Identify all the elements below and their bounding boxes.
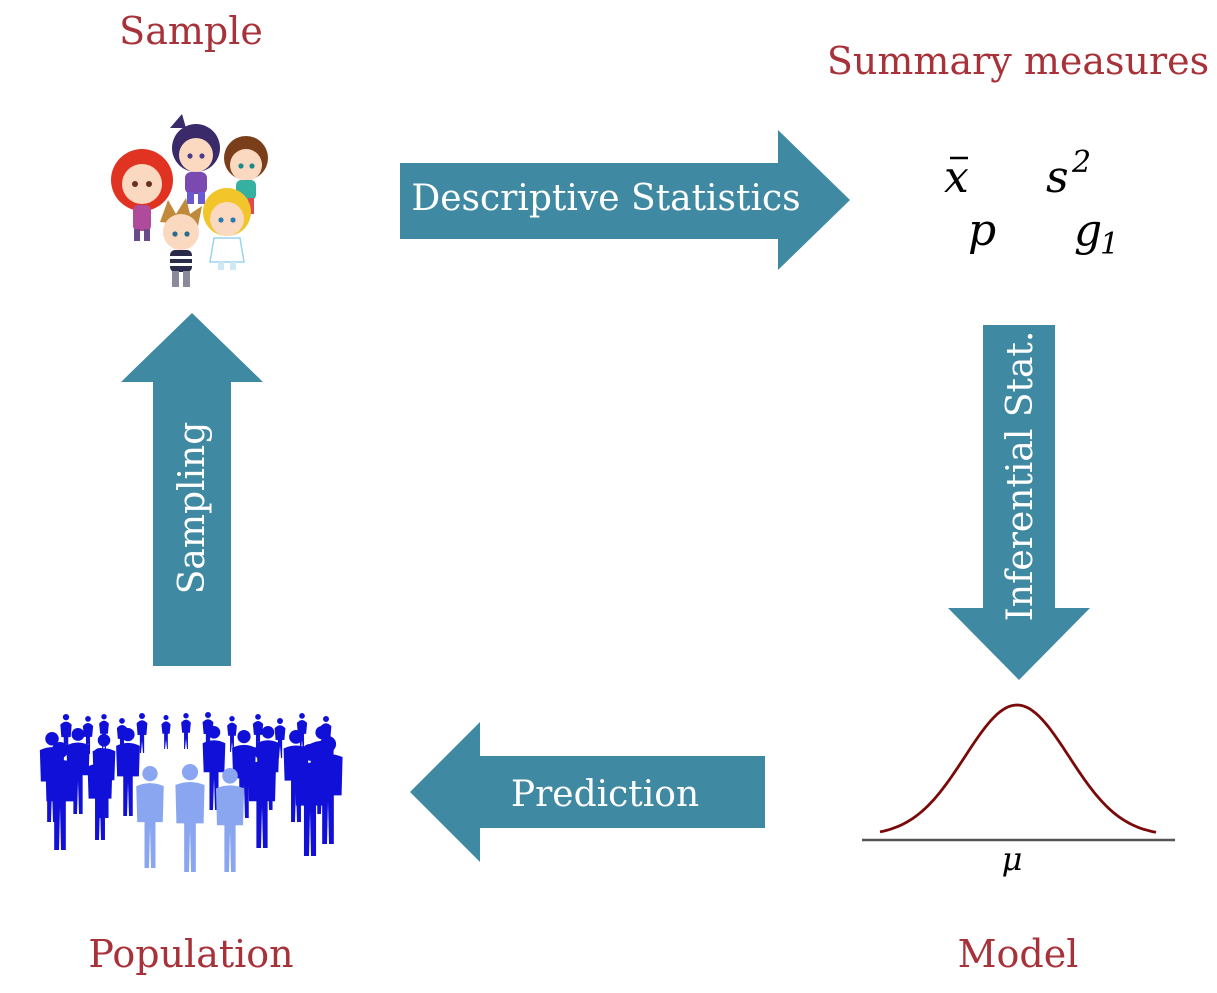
normal-distribution-curve-icon: μ [862,703,1175,878]
prediction-arrow: Prediction [410,722,765,862]
summary-measures-label: Summary measures [827,39,1209,83]
crowd-person-back [136,713,148,753]
s-squared-exponent: 2 [1071,145,1091,180]
sampling-arrow: Sampling [121,313,263,666]
crowd-person-middle [232,730,256,818]
child-red-hair [111,149,173,241]
x-bar-symbol: x [944,152,969,203]
mu-symbol: μ [1002,840,1023,878]
crowd-person-front [45,742,75,850]
inferential-statistics-label: Inferential Stat. [1000,331,1041,622]
child-spiky-hair [160,198,202,287]
descriptive-statistics-arrow: Descriptive Statistics [400,130,850,270]
crowd-person-front [247,744,277,848]
crowd-person-back [227,716,237,752]
descriptive-statistics-label: Descriptive Statistics [411,178,800,219]
crowd-person-middle [66,728,90,814]
crowd-person-light [215,768,245,872]
s-squared-symbol: s [1046,152,1069,203]
crowd-person-middle [116,728,140,816]
crowd-person-back [60,714,72,756]
g1-symbol: g [1074,205,1102,256]
child-brown-hair [224,136,268,214]
crowd-person-front [313,736,343,844]
bell-curve [879,703,1157,834]
child-blonde-hair [203,188,251,270]
summary-symbols: x s 2 p g 1 [944,145,1119,262]
crowd-person-middle [202,726,226,810]
crowd-person-light [136,766,164,868]
crowd-person-back [274,718,286,758]
crowd-person-front [87,748,113,840]
crowd-silhouette-icon [39,712,343,872]
child-purple-hair [170,114,220,204]
sampling-label: Sampling [172,422,213,595]
crowd-person-back [181,713,191,749]
g1-subscript: 1 [1100,227,1119,262]
inferential-statistics-arrow: Inferential Stat. [948,325,1090,680]
crowd-person-back [252,714,264,752]
crowd-person-back [161,715,171,749]
crowd-person-back [82,716,94,754]
model-label: Model [958,932,1079,976]
children-cartoon-icon [111,114,268,287]
p-symbol: p [968,205,996,256]
sample-label: Sample [119,9,263,53]
crowd-person-light [175,764,205,872]
population-label: Population [88,932,293,976]
prediction-label: Prediction [511,774,699,815]
